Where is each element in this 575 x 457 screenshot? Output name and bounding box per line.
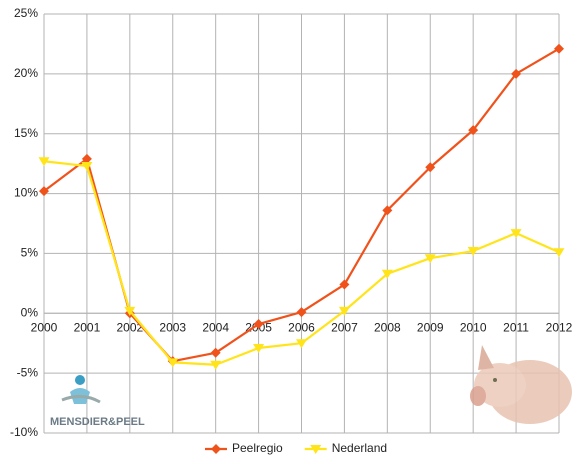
legend-marker	[310, 445, 322, 454]
x-tick-label: 2007	[331, 320, 358, 334]
y-tick-label: -10%	[10, 425, 38, 439]
point-marker	[81, 153, 92, 164]
y-tick-label: 10%	[14, 186, 38, 200]
point-marker	[424, 254, 436, 264]
point-marker	[210, 347, 221, 358]
pig-image	[470, 345, 572, 424]
x-tick-label: 2001	[74, 320, 101, 334]
x-tick-label: 2010	[460, 320, 487, 334]
legend: Peelregio Nederland	[205, 441, 387, 455]
x-tick-label: 2000	[31, 320, 58, 334]
point-marker	[468, 125, 479, 136]
logo-text: MENSDIER&PEEL	[50, 416, 145, 428]
point-marker	[553, 248, 565, 258]
point-marker	[253, 319, 264, 330]
point-marker	[425, 162, 436, 173]
point-marker	[467, 247, 479, 257]
x-tick-label: 2003	[159, 320, 186, 334]
point-marker	[296, 339, 307, 349]
grid	[43, 13, 560, 434]
x-tick-label: 2011	[503, 320, 529, 334]
point-marker	[253, 344, 265, 354]
y-tick-label: 5%	[21, 246, 39, 260]
point-marker	[39, 186, 49, 197]
point-marker	[210, 360, 222, 370]
point-marker	[124, 306, 136, 316]
legend-label: Nederland	[332, 441, 387, 455]
y-tick-label: 0%	[21, 305, 39, 319]
x-tick-label: 2009	[417, 320, 444, 334]
x-tick-label: 2008	[374, 320, 401, 334]
point-marker	[511, 68, 522, 79]
point-marker	[339, 279, 350, 290]
point-marker	[381, 269, 393, 279]
point-marker	[167, 358, 179, 368]
x-tick-label: 2002	[116, 320, 143, 334]
y-tick-label: -5%	[17, 365, 39, 379]
point-marker	[510, 229, 522, 239]
y-tick-label: 20%	[14, 66, 38, 80]
point-marker	[554, 43, 564, 54]
point-marker	[338, 306, 350, 316]
point-marker	[81, 162, 93, 172]
x-tick-label: 2012	[546, 320, 573, 334]
legend-marker	[211, 444, 221, 454]
x-tick-label: 2006	[288, 320, 315, 334]
y-tick-label: 25%	[14, 6, 38, 20]
logo: MENSDIER&PEEL	[50, 375, 145, 428]
y-tick-label: 15%	[14, 126, 38, 140]
point-marker	[38, 157, 50, 167]
x-tick-label: 2004	[202, 320, 229, 334]
point-marker	[296, 307, 307, 318]
point-marker	[382, 205, 393, 216]
legend-label: Peelregio	[232, 441, 283, 455]
